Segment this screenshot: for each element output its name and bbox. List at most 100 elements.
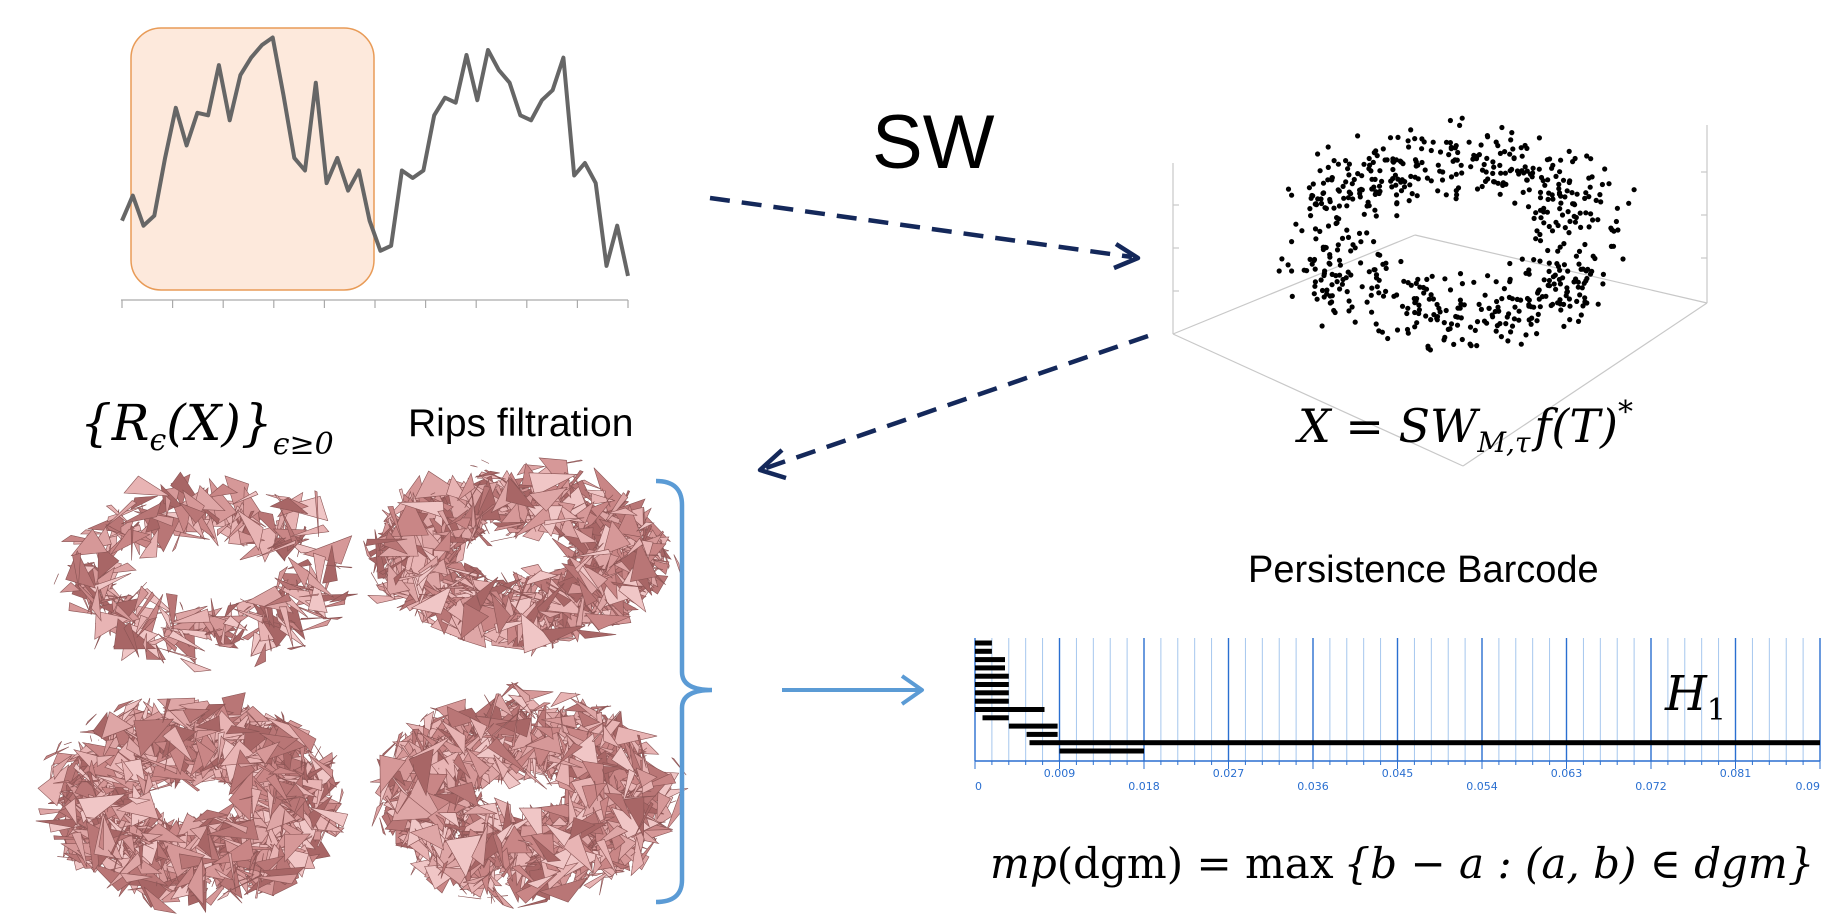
cloud-point bbox=[1407, 182, 1413, 188]
simplex bbox=[487, 737, 528, 774]
cloud-point bbox=[1595, 301, 1601, 307]
cloud-point bbox=[1613, 218, 1619, 225]
cloud-point bbox=[1537, 231, 1543, 238]
cloud-point bbox=[1331, 158, 1337, 164]
max-persistence-formula: mp(dgm) = max {b − a : (a, b) ∈ dgm} bbox=[990, 839, 1814, 888]
cloud-point bbox=[1447, 140, 1453, 146]
simplex bbox=[163, 708, 186, 712]
simplex bbox=[237, 763, 261, 768]
simplex bbox=[477, 470, 500, 478]
simplex bbox=[119, 872, 153, 883]
cloud-point bbox=[1412, 324, 1418, 330]
cloud-point bbox=[1555, 300, 1561, 306]
cloud-point bbox=[1379, 329, 1385, 335]
cloud-point bbox=[1583, 210, 1589, 216]
simplex bbox=[409, 823, 445, 851]
simplex bbox=[231, 705, 271, 724]
simplex bbox=[141, 893, 152, 908]
simplex bbox=[43, 746, 70, 761]
cloud-point bbox=[1376, 190, 1382, 197]
cloud-point bbox=[1343, 158, 1349, 164]
simplex bbox=[648, 558, 668, 565]
simplex bbox=[136, 774, 147, 796]
cloud-point bbox=[1405, 138, 1411, 144]
embedding-formula: X = SWM,τf(T)* bbox=[1295, 395, 1633, 459]
barcode-bar bbox=[975, 698, 1009, 704]
simplex bbox=[286, 721, 317, 753]
cloud-point bbox=[1506, 311, 1512, 317]
cloud-point bbox=[1413, 280, 1419, 286]
simplex bbox=[88, 572, 132, 593]
cloud-point bbox=[1412, 174, 1418, 180]
simplex bbox=[266, 828, 272, 844]
cloud-point bbox=[1468, 343, 1474, 349]
cloud-point bbox=[1443, 139, 1450, 145]
cloud-point bbox=[1524, 295, 1531, 302]
cloud-point bbox=[1496, 308, 1502, 314]
cloud-point bbox=[1536, 166, 1542, 172]
cloud-point bbox=[1471, 279, 1477, 285]
cloud-point bbox=[1370, 159, 1376, 165]
simplex bbox=[609, 554, 629, 569]
cloud-point bbox=[1481, 161, 1487, 168]
simplex bbox=[531, 835, 562, 863]
simplex bbox=[91, 586, 102, 622]
simplex bbox=[118, 704, 140, 718]
simplex bbox=[72, 552, 82, 587]
cloud-point bbox=[1448, 321, 1455, 327]
cloud-point bbox=[1526, 187, 1532, 193]
cloud-point bbox=[1440, 169, 1446, 175]
simplex bbox=[339, 788, 344, 805]
simplex bbox=[63, 741, 72, 746]
cloud-point bbox=[1401, 184, 1408, 190]
barcode-bar bbox=[975, 665, 1005, 671]
simplex bbox=[165, 593, 178, 631]
cloud-point bbox=[1377, 252, 1383, 258]
cloud-point bbox=[1590, 217, 1596, 223]
simplex bbox=[457, 472, 475, 501]
simplex bbox=[77, 793, 127, 824]
simplex bbox=[512, 576, 530, 616]
cloud-point bbox=[1318, 277, 1324, 283]
cloud-point bbox=[1366, 203, 1372, 209]
cloud-point bbox=[1574, 191, 1580, 197]
simplex bbox=[488, 693, 500, 728]
simplex bbox=[544, 823, 572, 848]
rips-set-x: (X)} bbox=[166, 394, 272, 452]
simplex bbox=[101, 711, 134, 740]
cloud-point bbox=[1285, 186, 1292, 192]
simplex bbox=[630, 836, 644, 877]
cloud-point bbox=[1518, 341, 1524, 347]
cloud-point bbox=[1550, 274, 1556, 280]
simplex bbox=[107, 504, 147, 523]
simplex bbox=[255, 741, 281, 765]
cloud-point bbox=[1458, 301, 1464, 307]
cloud-point bbox=[1390, 166, 1396, 173]
cloud-point bbox=[1350, 196, 1356, 202]
cloud-point bbox=[1358, 260, 1364, 266]
simplex bbox=[257, 763, 285, 781]
simplex bbox=[259, 620, 282, 629]
cloud-point bbox=[1577, 292, 1583, 298]
point-cloud-axis-ticks bbox=[1173, 171, 1707, 292]
cloud-point bbox=[1599, 181, 1605, 188]
cloud-point bbox=[1509, 130, 1515, 136]
cloud-point bbox=[1340, 183, 1346, 189]
simplex bbox=[608, 507, 638, 516]
cloud-point bbox=[1561, 241, 1567, 247]
simplex bbox=[571, 473, 579, 486]
cloud-point bbox=[1610, 243, 1617, 249]
simplex bbox=[594, 780, 598, 801]
cloud-point bbox=[1412, 300, 1418, 306]
cloud-point bbox=[1457, 122, 1463, 128]
signal-line bbox=[120, 35, 630, 277]
dashed-arrow-embedding bbox=[709, 195, 1141, 271]
cloud-point bbox=[1522, 164, 1528, 170]
cloud-point bbox=[1523, 270, 1529, 276]
simplex bbox=[281, 711, 285, 726]
cloud-point bbox=[1380, 146, 1386, 152]
cloud-point bbox=[1575, 279, 1581, 285]
simplex bbox=[584, 613, 631, 631]
simplex bbox=[90, 862, 136, 892]
cloud-point bbox=[1481, 318, 1488, 324]
